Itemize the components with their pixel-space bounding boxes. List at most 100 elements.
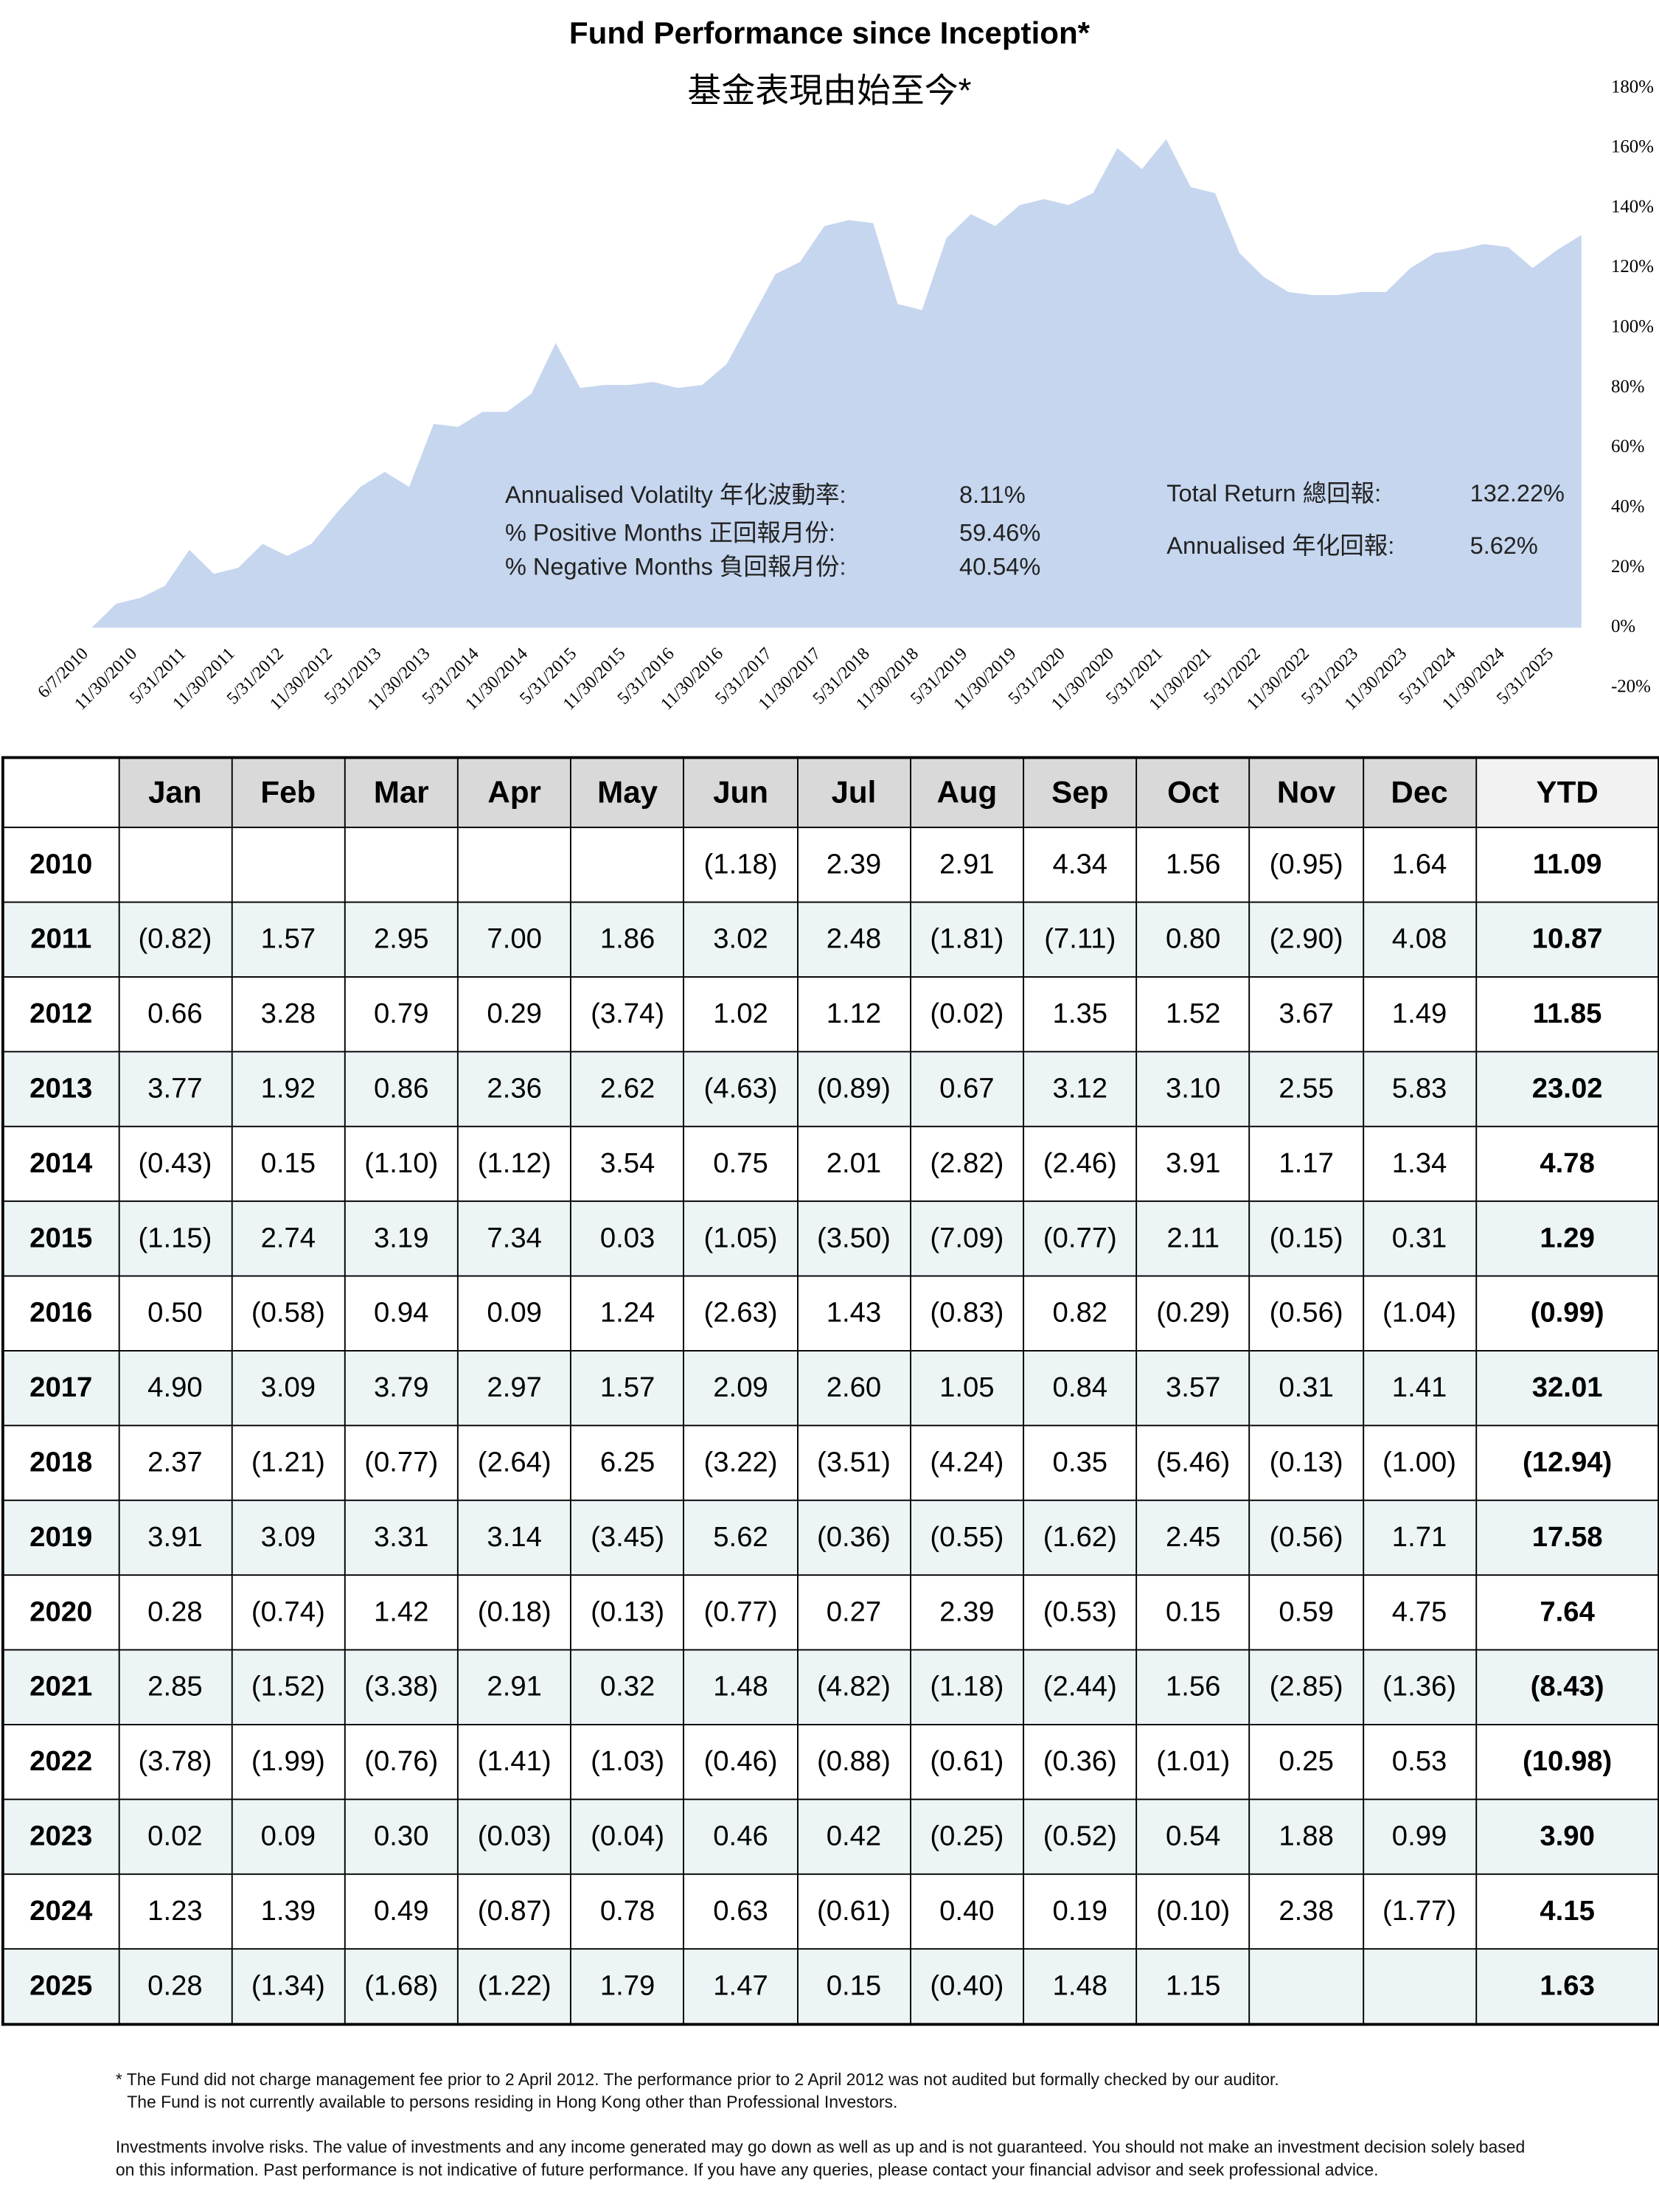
- return-cell: (1.10): [344, 1125, 459, 1203]
- return-cell: (0.04): [570, 1798, 685, 1875]
- year-cell: 2022: [1, 1724, 119, 1801]
- return-cell: 1.15: [1135, 1948, 1251, 2025]
- return-cell: 1.71: [1362, 1499, 1477, 1576]
- header-cell: YTD: [1475, 757, 1659, 829]
- return-cell: 1.34: [1362, 1125, 1477, 1203]
- stat-value: 8.11%: [959, 481, 1026, 508]
- return-cell: 0.29: [457, 975, 572, 1053]
- return-cell: 0.40: [909, 1873, 1025, 1950]
- return-cell: 0.63: [683, 1873, 799, 1950]
- return-cell: 0.66: [117, 975, 233, 1053]
- stat-label: % Positive Months 正回報月份:: [505, 520, 835, 546]
- return-cell: 1.52: [1135, 975, 1251, 1053]
- return-cell: (3.45): [570, 1499, 685, 1576]
- year-cell: 2020: [1, 1574, 119, 1651]
- return-cell: 0.82: [1023, 1275, 1138, 1352]
- return-cell: 0.15: [1135, 1574, 1251, 1651]
- return-cell: 0.99: [1362, 1798, 1477, 1875]
- header-cell: Sep: [1023, 757, 1138, 829]
- year-cell: 2023: [1, 1798, 119, 1875]
- ytd-cell: 3.90: [1475, 1798, 1659, 1875]
- return-cell: (0.13): [570, 1574, 685, 1651]
- return-cell: 2.09: [683, 1349, 799, 1427]
- return-cell: 0.09: [457, 1275, 572, 1352]
- return-cell: 3.91: [1135, 1125, 1251, 1203]
- year-cell: 2010: [1, 827, 119, 903]
- year-cell: 2021: [1, 1649, 119, 1725]
- return-cell: 0.59: [1248, 1574, 1364, 1651]
- year-cell: 2018: [1, 1425, 119, 1501]
- return-cell: (0.61): [796, 1873, 911, 1950]
- return-cell: 2.36: [457, 1051, 572, 1127]
- header-cell: Aug: [909, 757, 1025, 829]
- y-tick-label: 80%: [1611, 377, 1645, 397]
- return-cell: (0.18): [457, 1574, 572, 1651]
- return-cell: 0.09: [231, 1798, 346, 1875]
- return-cell: (2.90): [1248, 901, 1364, 978]
- return-cell: 4.90: [117, 1349, 233, 1427]
- return-cell: 5.62: [683, 1499, 799, 1576]
- return-cell: (2.82): [909, 1125, 1025, 1203]
- return-cell: 0.46: [683, 1798, 799, 1875]
- return-cell: 0.54: [1135, 1798, 1251, 1875]
- header-cell: Jan: [117, 757, 233, 829]
- footnote: The Fund is not currently available to p…: [127, 2092, 898, 2112]
- return-cell: 0.15: [231, 1125, 346, 1203]
- header-cell: May: [570, 757, 685, 829]
- return-cell: 0.31: [1248, 1349, 1364, 1427]
- ytd-cell: (8.43): [1475, 1649, 1659, 1725]
- return-cell: 3.31: [344, 1499, 459, 1576]
- return-cell: 2.39: [796, 827, 911, 903]
- y-tick-label: 40%: [1611, 496, 1645, 516]
- return-cell: (1.18): [909, 1649, 1025, 1725]
- table-row: 2012 0.66 3.28 0.79 0.29 (3.74) 1.02 1.12 (0.02)…: [1, 975, 1659, 1053]
- ytd-cell: 11.09: [1475, 827, 1659, 903]
- ytd-cell: (0.99): [1475, 1275, 1659, 1352]
- header-cell: Feb: [231, 757, 346, 829]
- return-cell: 0.30: [344, 1798, 459, 1875]
- return-cell: (0.43): [117, 1125, 233, 1203]
- return-cell: (0.36): [796, 1499, 911, 1576]
- return-cell: (0.83): [909, 1275, 1025, 1352]
- return-cell: (3.50): [796, 1200, 911, 1277]
- return-cell: 2.85: [117, 1649, 233, 1725]
- table-row: 2022 (3.78) (1.99) (0.76) (1.41) (1.03) (0.46)…: [1, 1724, 1659, 1801]
- return-cell: 1.39: [231, 1873, 346, 1950]
- return-cell: 6.25: [570, 1425, 685, 1501]
- footnote: * The Fund did not charge management fee…: [115, 2069, 1279, 2090]
- return-cell: (1.21): [231, 1425, 346, 1501]
- return-cell: (1.18): [683, 827, 799, 903]
- header-cell: Oct: [1135, 757, 1251, 829]
- ytd-cell: 10.87: [1475, 901, 1659, 978]
- return-cell: 0.79: [344, 975, 459, 1053]
- return-cell: 2.38: [1248, 1873, 1364, 1950]
- return-cell: (1.52): [231, 1649, 346, 1725]
- return-cell: (0.76): [344, 1724, 459, 1801]
- return-cell: 0.75: [683, 1125, 799, 1203]
- return-cell: 0.28: [117, 1574, 233, 1651]
- ytd-cell: 11.85: [1475, 975, 1659, 1053]
- return-cell: 1.23: [117, 1873, 233, 1950]
- return-cell: 2.91: [909, 827, 1025, 903]
- return-cell: 1.43: [796, 1275, 911, 1352]
- return-cell: 2.37: [117, 1425, 233, 1501]
- return-cell: 2.74: [231, 1200, 346, 1277]
- return-cell: 2.39: [909, 1574, 1025, 1651]
- y-tick-label: -20%: [1611, 676, 1651, 696]
- return-cell: (4.24): [909, 1425, 1025, 1501]
- header-cell: [1, 757, 119, 829]
- return-cell: 1.05: [909, 1349, 1025, 1427]
- return-cell: (4.63): [683, 1051, 799, 1127]
- return-cell: 0.86: [344, 1051, 459, 1127]
- return-cell: 3.54: [570, 1125, 685, 1203]
- return-cell: 1.02: [683, 975, 799, 1053]
- return-cell: (0.29): [1135, 1275, 1251, 1352]
- return-cell: 0.80: [1135, 901, 1251, 978]
- table-row: 2014 (0.43) 0.15 (1.10) (1.12) 3.54 0.75 2.01 (2…: [1, 1125, 1659, 1203]
- return-cell: 0.15: [796, 1948, 911, 2025]
- return-cell: 1.48: [683, 1649, 799, 1725]
- return-cell: 1.35: [1023, 975, 1138, 1053]
- return-cell: (7.11): [1023, 901, 1138, 978]
- year-cell: 2014: [1, 1125, 119, 1203]
- return-cell: (3.74): [570, 975, 685, 1053]
